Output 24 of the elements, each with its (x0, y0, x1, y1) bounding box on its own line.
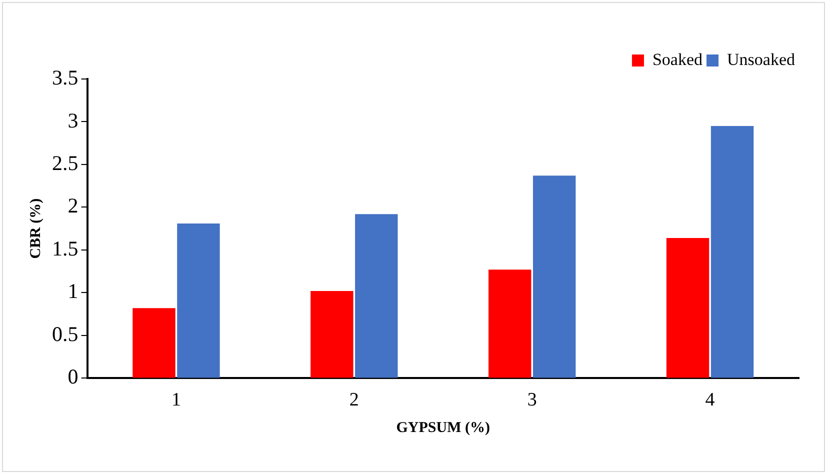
y-tick-label: 0.5 (52, 322, 78, 346)
bar (666, 238, 710, 378)
x-tick-label: 3 (527, 390, 537, 411)
bar (310, 291, 354, 378)
bar (132, 308, 176, 378)
y-tick-label: 3.5 (52, 66, 78, 90)
bar (532, 176, 576, 378)
y-tick-label: 3 (68, 108, 78, 132)
legend-label: Unsoaked (727, 50, 796, 69)
y-tick-label: 1.5 (52, 236, 78, 260)
x-tick-label: 4 (705, 390, 716, 411)
x-tick-label: 2 (349, 390, 359, 411)
legend-label: Soaked (652, 50, 704, 69)
y-axis-title: CBR (%) (28, 198, 44, 259)
x-tick-label: 1 (171, 390, 181, 411)
bar (488, 270, 532, 378)
bar (710, 126, 754, 378)
x-axis-title: GYPSUM (%) (396, 420, 490, 436)
y-tick-label: 2.5 (52, 151, 78, 175)
y-tick-label: 1 (68, 279, 78, 304)
bar (177, 223, 220, 378)
bar (355, 214, 398, 378)
y-tick-label: 2 (68, 194, 78, 218)
y-tick-label: 0 (68, 364, 78, 389)
